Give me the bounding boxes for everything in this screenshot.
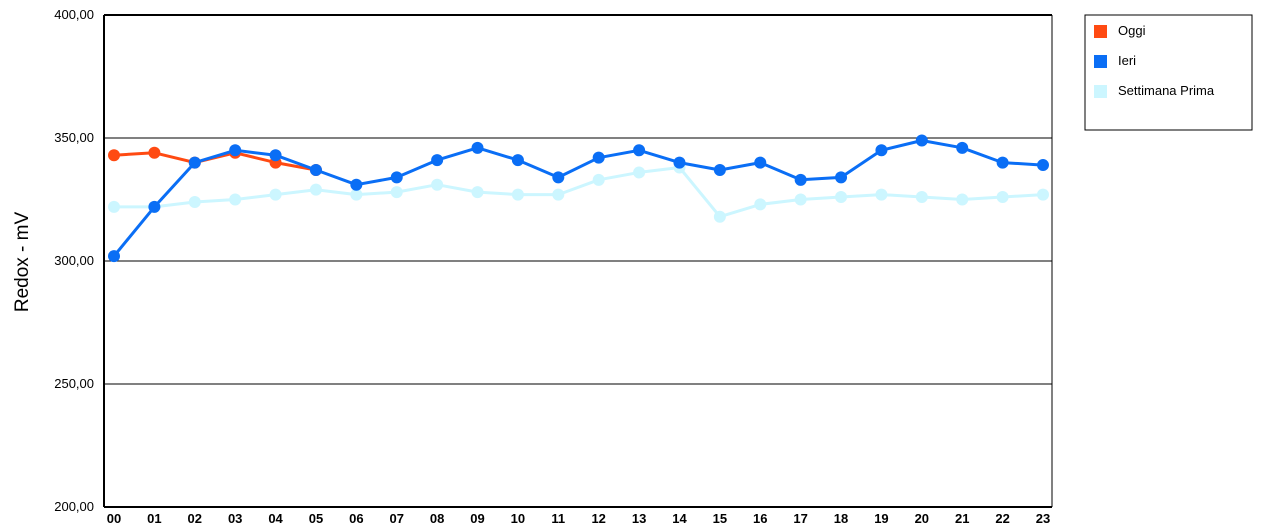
data-point-settimana-prima: [511, 188, 524, 201]
data-point-settimana-prima: [269, 188, 282, 201]
data-point-ieri: [835, 171, 848, 184]
x-tick-label: 23: [1036, 511, 1050, 526]
x-tick-label: 07: [390, 511, 404, 526]
legend-swatch: [1094, 85, 1107, 98]
data-point-ieri: [754, 156, 767, 169]
data-point-ieri: [996, 156, 1009, 169]
data-point-settimana-prima: [229, 193, 242, 206]
y-axis-label: Redox - mV: [12, 212, 33, 313]
series-line-ieri: [112, 139, 1044, 258]
x-tick-label: 17: [793, 511, 807, 526]
data-point-settimana-prima: [592, 173, 605, 186]
data-point-ieri: [511, 154, 524, 167]
data-point-ieri: [269, 149, 282, 162]
data-point-ieri: [148, 200, 161, 213]
x-tick-label: 06: [349, 511, 363, 526]
grid-lines: [104, 14, 1052, 508]
data-point-ieri: [1037, 159, 1049, 172]
data-point-oggi: [108, 149, 120, 162]
data-point-ieri: [552, 171, 565, 184]
x-tick-label: 15: [713, 511, 727, 526]
data-point-ieri: [713, 163, 726, 176]
data-point-ieri: [188, 156, 201, 169]
x-tick-label: 22: [995, 511, 1009, 526]
series-settimana-prima: [108, 161, 1049, 223]
x-tick-label: 14: [672, 511, 687, 526]
data-point-ieri: [633, 144, 646, 157]
data-point-settimana-prima: [552, 188, 565, 201]
data-point-ieri: [875, 144, 888, 157]
data-point-ieri: [471, 141, 484, 154]
x-tick-label: 12: [591, 511, 605, 526]
data-point-settimana-prima: [915, 191, 928, 204]
x-tick-label: 08: [430, 511, 444, 526]
x-tick-label: 13: [632, 511, 646, 526]
data-point-settimana-prima: [471, 186, 484, 199]
data-point-ieri: [794, 173, 807, 186]
x-tick-labels: 00 01 02 03 04 05 06 07 08 09 10 11 12 13 14 15 16 17 18 19…: [107, 511, 1050, 526]
data-point-settimana-prima: [956, 193, 969, 206]
data-point-ieri: [956, 141, 969, 154]
data-point-settimana-prima: [309, 183, 322, 196]
axes: [103, 15, 1053, 507]
data-point-ieri: [592, 151, 605, 164]
x-tick-label: 20: [915, 511, 929, 526]
data-point-settimana-prima: [754, 198, 767, 211]
legend-swatch: [1094, 25, 1107, 38]
data-point-ieri: [350, 178, 363, 191]
x-tick-label: 04: [268, 511, 283, 526]
x-tick-label: 03: [228, 511, 242, 526]
y-tick-label: 200,00: [54, 499, 94, 514]
data-point-settimana-prima: [431, 178, 444, 191]
x-tick-label: 01: [147, 511, 161, 526]
y-tick-label: 400,00: [54, 7, 94, 22]
legend-box: [1084, 14, 1253, 131]
y-tick-labels: 200,00 250,00 300,00 350,00 400,00: [54, 7, 94, 514]
data-point-settimana-prima: [390, 186, 403, 199]
legend: Oggi Ieri Settimana Prima: [1084, 14, 1253, 131]
data-point-settimana-prima: [875, 188, 888, 201]
x-tick-label: 05: [309, 511, 323, 526]
x-tick-label: 00: [107, 511, 121, 526]
x-tick-label: 09: [470, 511, 484, 526]
data-point-settimana-prima: [713, 210, 726, 223]
data-point-settimana-prima: [350, 188, 363, 201]
series-lines: [108, 134, 1049, 263]
legend-label: Ieri: [1118, 53, 1136, 68]
data-point-settimana-prima: [1037, 188, 1049, 201]
legend-label: Settimana Prima: [1118, 83, 1215, 98]
legend-label: Oggi: [1118, 23, 1146, 38]
data-point-settimana-prima: [996, 191, 1009, 204]
y-tick-label: 350,00: [54, 130, 94, 145]
x-tick-label: 16: [753, 511, 767, 526]
data-point-settimana-prima: [633, 166, 646, 179]
x-tick-label: 02: [188, 511, 202, 526]
series-line-settimana-prima: [114, 166, 1044, 219]
x-tick-label: 10: [511, 511, 525, 526]
data-point-settimana-prima: [188, 195, 201, 208]
data-point-settimana-prima: [835, 191, 848, 204]
x-tick-label: 11: [551, 511, 565, 526]
data-point-ieri: [673, 156, 686, 169]
legend-swatch: [1094, 55, 1107, 68]
data-point-ieri: [915, 134, 928, 147]
x-tick-label: 21: [955, 511, 969, 526]
data-point-settimana-prima: [108, 200, 120, 213]
data-point-ieri: [390, 171, 403, 184]
series-ieri: [108, 134, 1049, 263]
data-point-ieri: [108, 250, 120, 263]
x-tick-label: 18: [834, 511, 848, 526]
data-point-settimana-prima: [794, 193, 807, 206]
y-tick-label: 250,00: [54, 376, 94, 391]
data-point-ieri: [309, 163, 322, 176]
data-point-ieri: [229, 144, 242, 157]
legend-items: Oggi Ieri Settimana Prima: [1094, 23, 1215, 98]
x-tick-label: 19: [874, 511, 888, 526]
y-tick-label: 300,00: [54, 253, 94, 268]
data-point-oggi: [148, 146, 161, 159]
data-point-ieri: [431, 154, 444, 167]
